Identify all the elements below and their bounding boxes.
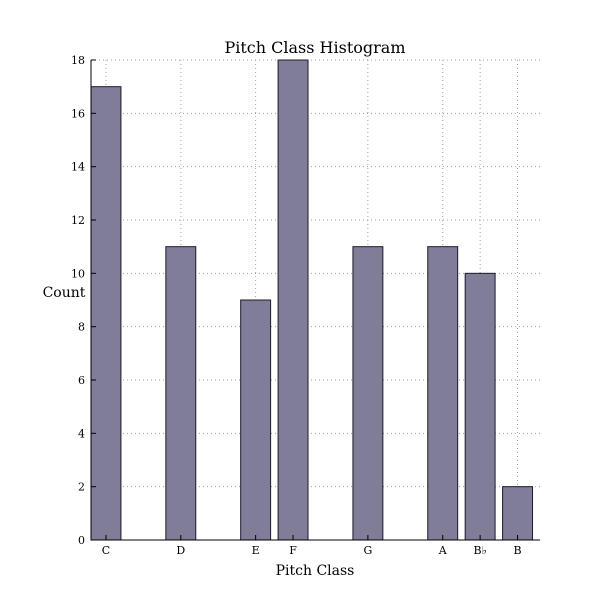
bar-layer	[90, 59, 534, 541]
y-tick-label: 2	[78, 481, 85, 494]
y-tick-label: 4	[78, 427, 85, 440]
x-tick-label: G	[363, 544, 372, 557]
axis-layer	[90, 60, 540, 541]
y-tick-label: 16	[71, 107, 85, 120]
bar-D	[165, 246, 197, 541]
bar-G	[352, 246, 384, 541]
y-axis-label: Count	[43, 285, 86, 301]
x-tick-label: F	[289, 544, 297, 557]
bar-C	[90, 86, 122, 541]
bar-E	[240, 299, 272, 541]
y-tick-label: 0	[78, 534, 85, 547]
bar-F	[277, 59, 309, 541]
x-tick-label: A	[438, 544, 448, 557]
x-tick-label: B♭	[473, 544, 486, 557]
y-tick-label: 14	[71, 161, 85, 174]
x-tick-label: D	[176, 544, 185, 557]
bar-B♭	[464, 272, 496, 541]
y-tick-label: 12	[71, 214, 85, 227]
y-tick-label: 6	[78, 374, 85, 387]
y-tick-label: 18	[71, 54, 85, 67]
x-tick-label: E	[252, 544, 260, 557]
bar-A	[427, 246, 459, 541]
tick-layer: 0 2 4 6 8 10 12 14 16 18 C D E F G A B♭ B	[71, 54, 522, 557]
x-tick-label: C	[102, 544, 110, 557]
chart-title: Pitch Class Histogram	[224, 38, 405, 57]
bar-B	[502, 486, 534, 541]
x-axis-label: Pitch Class	[276, 563, 355, 579]
x-tick-label: B	[514, 544, 522, 557]
y-tick-label: 10	[71, 267, 85, 280]
y-tick-label: 8	[78, 321, 85, 334]
